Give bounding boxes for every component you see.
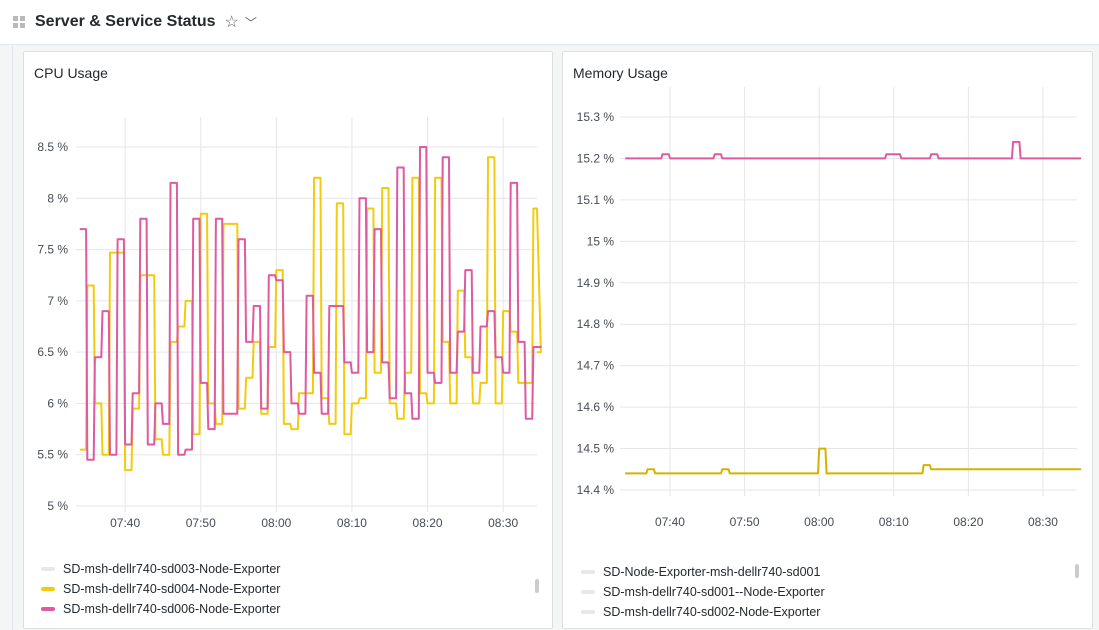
- y-tick-label: 6.5 %: [37, 345, 68, 359]
- x-tick-label: 08:00: [804, 515, 834, 529]
- dashboard-title[interactable]: Server & Service Status: [35, 13, 216, 30]
- chart-legend: SD-Node-Exporter-msh-dellr740-sd001 SD-m…: [581, 562, 825, 622]
- x-tick-label: 08:20: [413, 516, 443, 530]
- y-tick-label: 7.5 %: [37, 243, 68, 257]
- legend-label: SD-Node-Exporter-msh-dellr740-sd001: [603, 565, 821, 579]
- y-tick-label: 7 %: [47, 294, 68, 308]
- side-strip: [0, 45, 13, 630]
- x-tick-label: 08:20: [953, 515, 983, 529]
- legend-item[interactable]: SD-msh-dellr740-sd001--Node-Exporter: [581, 582, 825, 602]
- legend-swatch: [41, 607, 55, 611]
- star-icon[interactable]: ☆: [224, 14, 239, 31]
- legend-item[interactable]: SD-msh-dellr740-sd003-Node-Exporter: [41, 559, 280, 579]
- legend-item[interactable]: SD-msh-dellr740-sd006-Node-Exporter: [41, 599, 280, 619]
- legend-item[interactable]: SD-Node-Exporter-msh-dellr740-sd001: [581, 562, 825, 582]
- y-tick-label: 15.3 %: [577, 110, 615, 124]
- y-tick-label: 14.5 %: [577, 442, 615, 456]
- legend-label: SD-msh-dellr740-sd006-Node-Exporter: [63, 602, 281, 616]
- panel-title[interactable]: Memory Usage: [573, 65, 668, 81]
- legend-swatch: [41, 567, 55, 571]
- x-tick-label: 08:10: [337, 516, 367, 530]
- x-tick-label: 07:40: [110, 516, 140, 530]
- y-tick-label: 15.1 %: [577, 193, 615, 207]
- y-tick-label: 14.9 %: [577, 276, 615, 290]
- legend-label: SD-msh-dellr740-sd001--Node-Exporter: [603, 585, 825, 599]
- cpu-usage-chart: 5 % 5.5 % 6 % 6.5 % 7 % 7.5 % 8 % 8.5 % 07:40 07:…: [37, 117, 542, 530]
- x-tick-label: 08:30: [488, 516, 518, 530]
- y-tick-label: 14.6 %: [577, 400, 615, 414]
- series-line: [625, 140, 1082, 160]
- y-tick-label: 15.2 %: [577, 151, 615, 165]
- legend-label: SD-msh-dellr740-sd002-Node-Exporter: [603, 605, 821, 619]
- y-tick-label: 14.7 %: [577, 359, 615, 373]
- dashboard-grid-icon[interactable]: [13, 16, 25, 28]
- legend-item[interactable]: SD-msh-dellr740-sd002-Node-Exporter: [581, 602, 825, 622]
- y-tick-label: 5 %: [47, 499, 68, 513]
- y-tick-label: 5.5 %: [37, 448, 68, 462]
- chevron-down-icon[interactable]: ﹀: [244, 15, 257, 30]
- legend-scrollbar[interactable]: [1075, 564, 1079, 578]
- legend-swatch: [581, 590, 595, 594]
- y-tick-label: 14.4 %: [577, 483, 615, 497]
- legend-label: SD-msh-dellr740-sd004-Node-Exporter: [63, 582, 281, 596]
- x-tick-label: 08:30: [1028, 515, 1058, 529]
- y-tick-label: 8 %: [47, 191, 68, 205]
- cpu-usage-panel: CPU Usage 5 % 5.5 % 6 % 6.5 % 7 % 7.5 % 8 % 8.5…: [23, 51, 553, 629]
- x-tick-label: 07:50: [186, 516, 216, 530]
- y-tick-label: 14.8 %: [577, 317, 615, 331]
- legend-swatch: [581, 610, 595, 614]
- y-tick-label: 15 %: [587, 234, 615, 248]
- y-tick-label: 6 %: [47, 396, 68, 410]
- x-tick-label: 07:50: [730, 515, 760, 529]
- legend-item[interactable]: SD-msh-dellr740-sd004-Node-Exporter: [41, 579, 280, 599]
- x-tick-label: 08:10: [879, 515, 909, 529]
- memory-usage-panel: Memory Usage 14.4 % 14.5 % 14.6 % 14.7 % 14.…: [562, 51, 1093, 629]
- series-line: [79, 146, 542, 461]
- dashboard-header: Server & Service Status ☆ ﹀: [0, 0, 1099, 45]
- legend-swatch: [581, 570, 595, 574]
- x-tick-label: 07:40: [655, 515, 685, 529]
- legend-scrollbar[interactable]: [535, 579, 539, 593]
- series-line: [79, 156, 542, 472]
- legend-label: SD-msh-dellr740-sd003-Node-Exporter: [63, 562, 281, 576]
- legend-swatch: [41, 587, 55, 591]
- series-line: [625, 447, 1082, 475]
- chart-legend: SD-msh-dellr740-sd003-Node-Exporter SD-m…: [41, 559, 280, 619]
- y-tick-label: 8.5 %: [37, 140, 68, 154]
- memory-usage-chart: 14.4 % 14.5 % 14.6 % 14.7 % 14.8 % 14.9 % 15 %…: [577, 87, 1082, 529]
- x-tick-label: 08:00: [261, 516, 291, 530]
- panel-title[interactable]: CPU Usage: [34, 65, 108, 81]
